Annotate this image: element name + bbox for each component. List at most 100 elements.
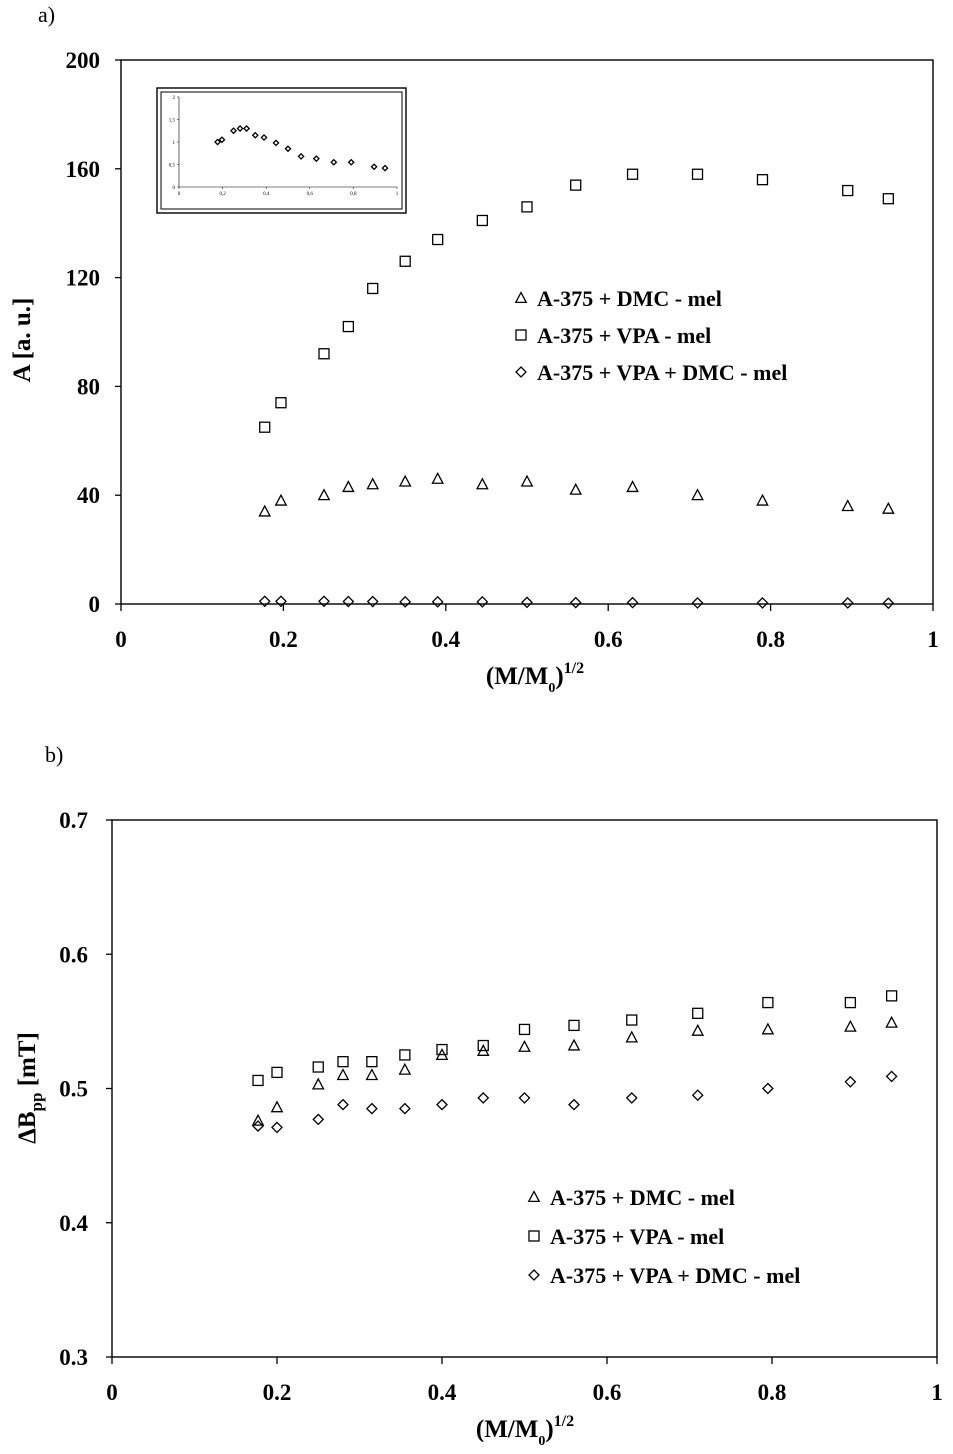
chart-a-point-diamond [691, 596, 704, 609]
chart-a-legend-label: A-375 + VPA + DMC - mel [537, 360, 787, 385]
chart-a-point-diamond [366, 595, 379, 608]
chart-b-plot-frame [111, 819, 938, 1358]
inset-xtick-label: 0,6 [307, 192, 314, 197]
inset-xtick-label: 0,2 [219, 192, 226, 197]
chart-a-legend: A-375 + DMC - mel A-375 + VPA - mel A-375 … [514, 286, 787, 385]
chart-a-point-triangle [626, 480, 639, 493]
x-axis-title-base: (M/M [486, 663, 548, 690]
chart-a-point-diamond [756, 596, 769, 609]
x-axis-title-base: (M/M [476, 1416, 538, 1443]
chart-a-point-square [756, 174, 769, 186]
inset-point-diamond [229, 127, 238, 135]
chart-b-xtick-label: 0.4 [428, 1380, 457, 1405]
panel-a-label: a) [38, 2, 55, 27]
inset-point-diamond [284, 145, 292, 153]
chart-a-point-square [342, 320, 355, 333]
chart-b-xtick-label: 0.8 [758, 1380, 787, 1405]
chart-b-legend: A-375 + DMC - mel A-375 + VPA - mel A-375 … [527, 1185, 800, 1288]
chart-b-point-triangle [270, 1100, 284, 1113]
chart-a-xtick-label: 0 [115, 627, 127, 652]
inset-point-diamond [251, 131, 259, 139]
inset-point-diamond [297, 152, 305, 160]
chart-a-series-triangle [258, 471, 895, 517]
chart-b-ytick-label: 0.5 [59, 1077, 88, 1102]
chart-b-x-axis-title: (M/M0)1/2 [476, 1413, 574, 1449]
chart-b-point-diamond [568, 1098, 580, 1111]
chart-b-point-diamond [337, 1098, 349, 1111]
chart-a-ytick-label: 120 [66, 266, 101, 291]
chart-a-point-diamond [399, 595, 412, 608]
chart-a-plot-frame [120, 59, 934, 605]
chart-a-point-square [570, 179, 582, 191]
inset-xtick-label: 0 [178, 192, 181, 197]
chart-a-point-square [399, 255, 411, 267]
chart-a-point-square [318, 348, 330, 360]
chart-b-point-square [692, 1007, 704, 1019]
chart-b-legend-marker-diamond [528, 1269, 540, 1281]
chart-a-point-triangle [841, 499, 855, 512]
chart-b-point-square [337, 1056, 349, 1068]
chart-b-point-diamond [761, 1082, 774, 1095]
chart-a-point-square [842, 184, 854, 197]
chart-a-point-diamond [342, 595, 355, 608]
chart-a-point-diamond [569, 596, 582, 609]
chart-b-point-triangle [336, 1068, 350, 1081]
chart-a-point-diamond [275, 595, 287, 608]
chart-a-point-diamond [521, 596, 533, 609]
chart-a-point-diamond [431, 595, 444, 608]
chart-a-point-diamond [318, 595, 330, 608]
inset-ytick-label: 1,5 [169, 119, 176, 124]
inset-point-diamond [312, 155, 320, 163]
x-axis-title-superscript: 1/2 [564, 660, 584, 677]
x-axis-title-close: ) [555, 663, 563, 690]
chart-a-y-axis-title: A [a. u.] [9, 298, 36, 383]
chart-a-point-square [626, 168, 639, 180]
chart-b-y-axis-title: ΔBpp [mT] [14, 1032, 46, 1144]
inset-frame-outer [156, 87, 407, 214]
chart-a-point-triangle [756, 493, 769, 506]
chart-a-point-diamond [626, 596, 639, 609]
chart-a-legend-label: A-375 + DMC - mel [537, 286, 722, 311]
panel-b-label: b) [45, 742, 63, 767]
chart-b-ytick-label: 0.7 [59, 808, 88, 833]
chart-b-xtick-label: 0.2 [263, 1380, 292, 1405]
chart-a-point-triangle [691, 488, 704, 501]
inset-xtick-label: 0,4 [263, 192, 270, 197]
chart-a-xtick-label: 0.2 [269, 627, 298, 652]
chart-a-point-triangle [476, 477, 489, 490]
chart-a-point-triangle [342, 480, 355, 493]
chart-a-point-triangle [274, 493, 288, 506]
chart-a-ytick-label: 80 [77, 374, 100, 399]
inset-ytick-label: 1 [173, 141, 176, 146]
chart-b-point-diamond [885, 1070, 898, 1083]
chart-b-point-square [762, 996, 774, 1009]
chart-a-ytick-label: 40 [77, 483, 100, 508]
chart-b-point-triangle [761, 1022, 775, 1035]
inset-frame-inner [160, 91, 403, 210]
inset-chart: 0 0,5 1 1,5 2 0 0,2 0,4 0,6 0,8 1 [156, 87, 407, 214]
chart-a-point-diamond [841, 596, 854, 609]
chart-b: 0.30.40.50.60.70 0.2 0.4 0.6 0.8 1(M/M0)1/2ΔB… [14, 808, 943, 1449]
chart-b-point-diamond [477, 1091, 490, 1104]
chart-a-ytick-label: 160 [66, 157, 101, 182]
chart-a-point-triangle [317, 488, 331, 501]
inset-point-diamond [214, 138, 222, 146]
chart-b-point-diamond [436, 1098, 448, 1111]
chart-a-legend-marker-triangle [514, 291, 528, 304]
inset-point-diamond [272, 139, 280, 147]
chart-a-point-diamond [882, 597, 895, 610]
chart-b-point-diamond [312, 1113, 325, 1126]
chart-a-point-triangle [520, 474, 534, 487]
chart-b-point-diamond [625, 1091, 638, 1104]
chart-a-point-square [882, 193, 894, 205]
chart-b-xtick-label: 0.6 [593, 1380, 622, 1405]
chart-a-point-square [691, 168, 704, 180]
chart-b-point-diamond [271, 1121, 283, 1134]
chart-b-point-square [885, 990, 898, 1002]
chart-a-point-triangle [366, 477, 380, 490]
chart-b-point-triangle [398, 1062, 412, 1075]
chart-b-point-triangle [625, 1030, 639, 1043]
chart-b-point-square [312, 1061, 324, 1073]
